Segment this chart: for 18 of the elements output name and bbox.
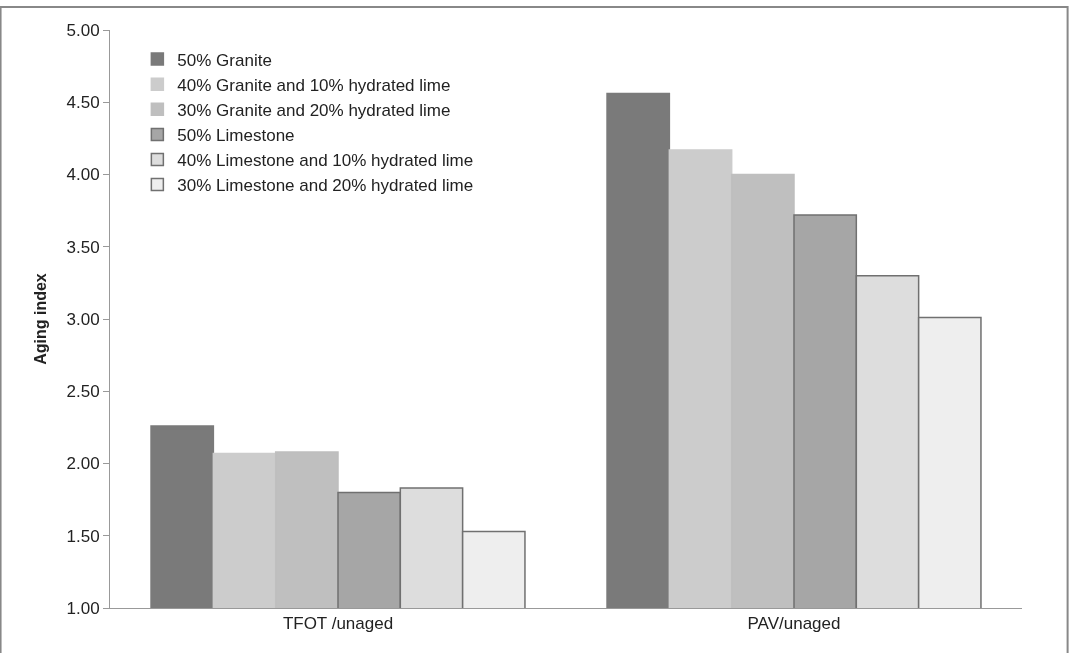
y-axis-title: Aging index bbox=[32, 273, 50, 365]
y-tick-label: 3.00 bbox=[66, 309, 100, 329]
y-tick-label: 2.00 bbox=[66, 454, 100, 474]
y-tick-label: 1.50 bbox=[66, 526, 100, 546]
y-tick-label: 4.50 bbox=[66, 93, 100, 113]
y-tick-label: 5.00 bbox=[66, 20, 100, 40]
legend-label: 30% Limestone and 20% hydrated lime bbox=[177, 176, 474, 196]
y-tick-label: 3.50 bbox=[66, 237, 100, 257]
legend-label: 50% Limestone bbox=[177, 126, 295, 146]
legend-label: 50% Granite bbox=[177, 50, 272, 70]
x-tick-label: PAV/unaged bbox=[747, 614, 841, 634]
y-tick-label: 4.00 bbox=[66, 165, 100, 185]
legend-label: 40% Granite and 10% hydrated lime bbox=[177, 75, 451, 95]
x-tick-label: TFOT /unaged bbox=[282, 614, 394, 634]
legend-label: 40% Limestone and 10% hydrated lime bbox=[177, 151, 474, 171]
legend-label: 30% Granite and 20% hydrated lime bbox=[177, 100, 451, 120]
y-tick-label: 1.00 bbox=[66, 598, 100, 618]
y-tick-label: 2.50 bbox=[66, 382, 100, 402]
